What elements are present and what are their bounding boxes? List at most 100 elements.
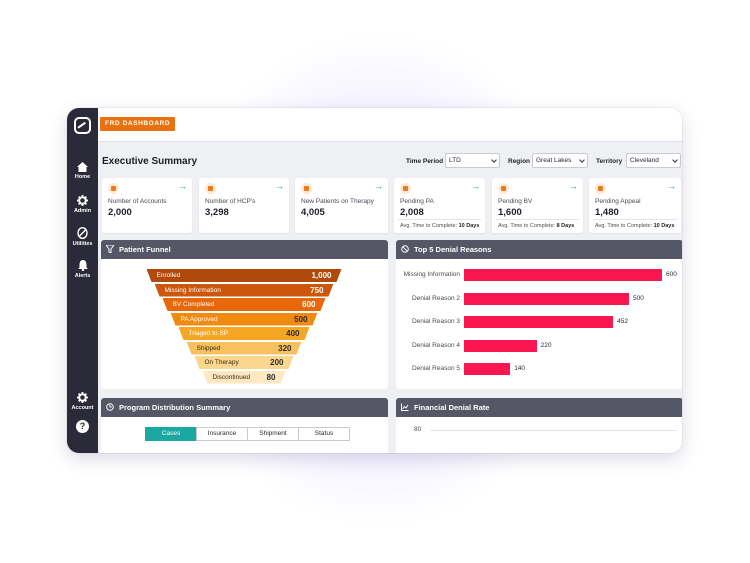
main-content: FRD DASHBOARD Executive Summary Time Per… [98,108,682,453]
kpi-card-new-patients[interactable]: → New Patients on Therapy 4,005 [295,178,388,233]
app-logo-icon[interactable] [74,117,91,134]
territory-value: Cleveland [630,157,659,164]
program-distribution-panel: Program Distribution Summary Cases Insur… [101,398,388,453]
sidebar-item-label: Admin [73,208,92,214]
arrow-right-icon[interactable]: → [275,181,284,191]
bar-value-label: 220 [540,341,552,349]
funnel-step-value: 80 [266,372,276,382]
kpi-card-pending-bv[interactable]: → Pending BV 1,600 Avg. Time to Complete… [492,178,583,233]
denial-bar[interactable] [464,292,629,305]
top-bar: FRD DASHBOARD [98,108,682,141]
kpi-subtext: Avg. Time to Complete: 10 Days [595,223,675,229]
funnel-step-label: Shipped [196,344,221,352]
kpi-card-accounts[interactable]: → Number of Accounts 2,000 [102,178,192,233]
bar-value-label: 500 [633,294,644,302]
time-period-label: Time Period [406,158,444,165]
help-icon[interactable]: ? [76,420,89,433]
region-label: Region [508,158,531,165]
kpi-value: 1,480 [595,207,619,218]
panel-title: Financial Denial Rate [414,403,490,412]
kpi-card-hcps[interactable]: → Number of HCP's 3,298 [199,178,289,233]
dashboard-window: Home Admin Utilities Alerts [67,108,682,453]
kpi-value: 2,008 [400,207,424,218]
divider [98,141,682,142]
kpi-card-pending-appeal[interactable]: → Pending Appeal 1,480 Avg. Time to Comp… [589,178,681,233]
sidebar-item-home[interactable]: Home [67,162,98,180]
panel-header: Patient Funnel [101,240,388,259]
arrow-right-icon[interactable]: → [374,181,383,191]
chevron-down-icon [672,157,678,163]
kpi-label: Number of HCP's [205,198,256,205]
divider [496,219,579,220]
financial-denial-panel: Financial Denial Rate 80 [396,398,682,453]
arrow-right-icon[interactable]: → [667,181,676,191]
accounts-icon [108,183,119,194]
sidebar-item-admin[interactable]: Admin [67,195,98,214]
funnel-step-value: 1,000 [311,271,332,280]
bell-icon [77,260,88,271]
territory-label: Territory [596,158,623,165]
arrow-right-icon[interactable]: → [178,181,187,191]
funnel-step: Shipped 320 [187,342,302,355]
link-icon [77,227,88,239]
sidebar-item-account[interactable]: Account [67,392,98,411]
funnel-step-value: 400 [286,329,300,338]
funnel-step: Missing Information 750 [155,284,334,297]
tab-cases[interactable]: Cases [145,427,197,441]
page-title: Executive Summary [102,156,198,167]
sidebar-item-alerts[interactable]: Alerts [67,260,98,279]
sidebar-item-label: Alerts [74,273,91,279]
kpi-card-pending-pa[interactable]: → Pending PA 2,008 Avg. Time to Complete… [394,178,485,233]
tab-frd-dashboard[interactable]: FRD DASHBOARD [100,117,176,131]
funnel-step-label: PA Approved [180,315,218,323]
bar-label: Missing Information [403,271,460,278]
kpi-value: 1,600 [498,207,522,218]
funnel-step: Triaged to SP 400 [179,327,310,340]
arrow-right-icon[interactable]: → [471,181,480,191]
funnel-step-value: 750 [310,285,324,295]
kpi-label: Pending PA [400,198,434,205]
sidebar-item-utilities[interactable]: Utilities [67,227,98,247]
kpi-subtext: Avg. Time to Complete: 10 Days [400,223,480,229]
kpi-label: New Patients on Therapy [301,198,374,205]
funnel-step: Discontinued 80 [203,371,286,384]
block-icon [401,245,409,253]
territory-select[interactable]: Cleveland [626,153,681,168]
funnel-step-value: 320 [278,343,292,353]
time-period-select[interactable]: LTD [445,153,500,168]
sidebar-item-label: Home [74,174,91,180]
time-period-value: LTD [449,157,461,164]
funnel-step: Enrolled 1,000 [147,269,342,282]
funnel-step-label: On Therapy [204,359,239,366]
tab-insurance[interactable]: Insurance [196,427,248,441]
tab-shipment[interactable]: Shipment [247,427,299,441]
kpi-value: 4,005 [301,207,325,218]
divider [398,219,481,220]
kpi-label: Number of Accounts [108,198,167,205]
region-select[interactable]: Great Lakes [532,153,588,168]
arrow-right-icon[interactable]: → [569,181,578,191]
funnel-step: BV Completed 600 [163,298,326,311]
funnel-step: On Therapy 200 [195,356,294,369]
kpi-value: 2,000 [108,207,132,218]
funnel-step-label: Missing Information [164,286,221,294]
tab-status[interactable]: Status [298,427,350,441]
denial-bar[interactable] [464,363,511,375]
kpi-subtext: Avg. Time to Complete: 8 Days [498,223,575,229]
denial-bar[interactable] [464,269,662,281]
kpi-value: 3,298 [205,207,229,218]
denial-bar[interactable] [464,316,614,328]
bar-value-label: 452 [617,318,629,325]
bar-label: Denial Reason 4 [411,341,460,349]
denial-reasons-panel: Top 5 Denial Reasons Missing Information… [396,240,682,389]
funnel-step-value: 600 [302,300,316,309]
appeal-icon [595,183,606,194]
shield-icon [400,183,411,194]
bar-label: Denial Reason 2 [411,294,460,302]
document-icon [498,183,509,194]
sidebar: Home Admin Utilities Alerts [67,108,98,453]
line-chart-icon [401,403,409,411]
funnel-step: PA Approved 500 [171,313,318,326]
kpi-label: Pending BV [498,198,533,205]
denial-bar[interactable] [464,339,537,352]
